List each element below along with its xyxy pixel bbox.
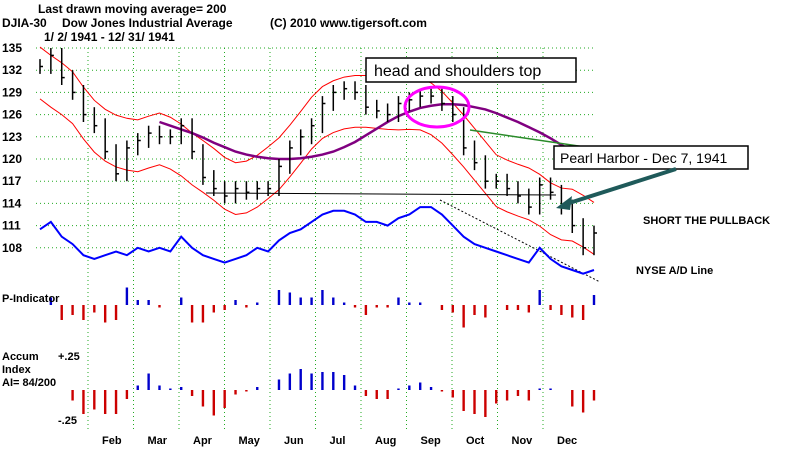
y-tick-label: 120 bbox=[2, 152, 22, 166]
lower-band-line bbox=[39, 98, 595, 255]
month-tick-label: Dec bbox=[557, 435, 577, 447]
neckline bbox=[205, 192, 557, 196]
ma-200-line bbox=[159, 102, 595, 168]
header-date-range: 1/ 2/ 1941 - 12/ 31/ 1941 bbox=[44, 30, 175, 44]
arrow-head-icon bbox=[556, 196, 572, 210]
hs-top-label: head and shoulders top bbox=[374, 63, 541, 80]
header-ma-label: Last drawn moving average= 200 bbox=[38, 2, 227, 16]
month-tick-label: Oct bbox=[466, 435, 485, 447]
month-tick-label: Apr bbox=[193, 435, 213, 447]
axis-ticks: 135 132 129 126 123 120 117 114 111 108 Feb Mar Apr M… bbox=[2, 41, 577, 447]
green-ma-line bbox=[469, 129, 593, 149]
accum-minus-tick: -.25 bbox=[58, 415, 77, 427]
month-tick-label: Mar bbox=[148, 435, 168, 447]
month-tick-label: Feb bbox=[102, 435, 122, 447]
short-pullback-label: SHORT THE PULLBACK bbox=[643, 215, 770, 227]
price-bars bbox=[39, 48, 597, 256]
trendlines bbox=[205, 129, 601, 283]
upper-band-line bbox=[39, 46, 595, 203]
ad-line bbox=[39, 206, 595, 275]
y-tick-label: 126 bbox=[2, 108, 22, 122]
month-tick-label: Jul bbox=[330, 435, 346, 447]
month-tick-label: Nov bbox=[512, 435, 534, 447]
month-tick-label: Aug bbox=[375, 435, 396, 447]
ad-line-series bbox=[39, 206, 595, 275]
pearl-harbor-box bbox=[553, 145, 749, 170]
y-tick-label: 132 bbox=[2, 63, 22, 77]
header-copyright: (C) 2010 www.tigersoft.com bbox=[270, 16, 427, 30]
ad-trendline bbox=[439, 199, 601, 283]
hs-top-circle bbox=[403, 85, 471, 129]
pearl-harbor-label: Pearl Harbor - Dec 7, 1941 bbox=[560, 150, 728, 166]
accum-label-2: Index bbox=[2, 364, 32, 376]
month-tick-label: May bbox=[239, 435, 261, 447]
ad-line-label: NYSE A/D Line bbox=[636, 265, 713, 277]
hs-top-box bbox=[365, 57, 577, 83]
gridlines bbox=[36, 47, 596, 432]
y-tick-label: 135 bbox=[2, 41, 22, 55]
y-tick-label: 117 bbox=[2, 174, 22, 188]
p-indicator-label: P-Indicator bbox=[2, 293, 60, 305]
month-tick-label: Jun bbox=[284, 435, 304, 447]
month-tick-label: Sep bbox=[421, 435, 441, 447]
moving-average-line bbox=[159, 102, 595, 168]
accum-plus-tick: +.25 bbox=[58, 351, 80, 363]
pearl-harbor-arrow bbox=[562, 167, 677, 207]
y-tick-label: 123 bbox=[2, 130, 22, 144]
band-lines bbox=[39, 46, 595, 255]
header-title: Dow Jones Industrial Average bbox=[62, 16, 233, 30]
accum-label-3: AI= 84/200 bbox=[2, 377, 56, 389]
y-tick-label: 108 bbox=[2, 241, 22, 255]
y-tick-label: 114 bbox=[2, 196, 22, 210]
header-symbol: DJIA-30 bbox=[2, 16, 47, 30]
accum-label-1: Accum bbox=[2, 351, 39, 363]
accum-index-histogram bbox=[71, 369, 596, 417]
p-indicator-histogram bbox=[49, 287, 596, 328]
y-tick-label: 111 bbox=[2, 219, 21, 233]
y-tick-label: 129 bbox=[2, 85, 22, 99]
